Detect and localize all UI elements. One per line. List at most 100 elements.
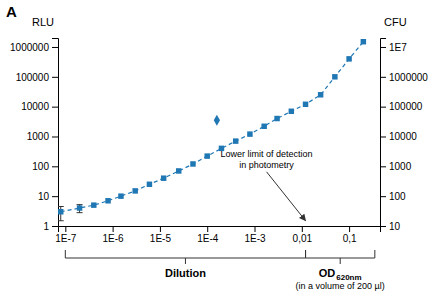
- x-axis: 1E-7 1E-6 1E-5 1E-4 1E-3 0,01 0,1: [55, 226, 380, 244]
- y-axis-tick-mark: [52, 226, 58, 227]
- y2-axis-tick-label: 100000: [389, 101, 423, 112]
- annotation-arrow: [267, 172, 306, 221]
- y-axis-tick-mark: [52, 196, 58, 197]
- point: [204, 153, 209, 158]
- y-axis-tick: 1000000: [10, 42, 58, 53]
- y2-axis-tick-mark: [380, 226, 386, 227]
- point: [161, 175, 166, 180]
- point: [91, 202, 96, 207]
- y2-axis-tick: 100000: [380, 101, 423, 112]
- x-axis-tick: 1E-4: [197, 226, 219, 244]
- series: [214, 115, 220, 126]
- point: [318, 92, 323, 97]
- x-axis-tick: 1E-6: [103, 226, 125, 244]
- y2-axis-tick-mark: [380, 47, 386, 48]
- y2-axis-tick: 10000: [380, 131, 417, 142]
- x-group-label: Dilution: [165, 267, 206, 279]
- x-axis-tick-label: 1E-3: [244, 233, 266, 244]
- y-axis-tick-mark: [52, 47, 58, 48]
- x-group: OD620nm(in a volume of 200 µl): [296, 250, 385, 291]
- y-axis-tick-label: 100000: [16, 72, 50, 83]
- y-axis-tick: 100: [32, 161, 58, 172]
- y-axis-tick-mark: [52, 107, 58, 108]
- y-axis-tick-label: 100: [32, 161, 49, 172]
- x-axis-tick: 0,1: [343, 226, 357, 244]
- point: [176, 168, 181, 173]
- x-group-bracket: [65, 250, 305, 264]
- x-axis-tick: 1E-5: [150, 226, 172, 244]
- x-axis-tick-label: 1E-7: [55, 233, 77, 244]
- y-axis-tick-label: 1: [43, 221, 49, 232]
- point: [361, 39, 366, 44]
- x-axis-tick-label: 0,01: [293, 233, 313, 244]
- y2-axis-tick-label: 1E7: [389, 42, 407, 53]
- x-axis-tick-mark: [255, 226, 256, 232]
- y2-axis: 1010010001000010000010000001E7: [380, 39, 428, 232]
- x-axis-tick-label: 1E-5: [150, 233, 172, 244]
- x-axis-tick: 0,01: [293, 226, 313, 244]
- error-bar-cap: [77, 204, 83, 205]
- x-axis-tick-label: 0,1: [343, 233, 357, 244]
- title: A: [6, 3, 17, 20]
- error-bar: [58, 207, 64, 221]
- y-axis-tick: 10: [38, 191, 58, 202]
- y-axis-title: RLU: [32, 16, 54, 28]
- point: [303, 102, 308, 107]
- plot-area: [58, 39, 366, 221]
- x-axis-tick-label: 1E-6: [103, 233, 125, 244]
- x-group-label: OD: [319, 267, 336, 279]
- x-axis-tick-label: 1E-4: [197, 233, 219, 244]
- y2-axis-tick: 1000000: [380, 72, 428, 83]
- point: [274, 116, 279, 121]
- y2-axis-tick-mark: [380, 77, 386, 78]
- point: [147, 182, 152, 187]
- y2-axis-tick-mark: [380, 136, 386, 137]
- point: [233, 138, 238, 143]
- x-axis-tick-mark: [207, 226, 208, 232]
- y-axis-tick-label: 10: [38, 191, 50, 202]
- point: [190, 161, 195, 166]
- y-axis-tick-label: 10000: [21, 101, 49, 112]
- y2-axis-tick-label: 1000000: [389, 72, 428, 83]
- y2-axis-tick-mark: [380, 196, 386, 197]
- point: [118, 193, 123, 198]
- y-axis-tick: 100000: [16, 72, 58, 83]
- point: [332, 74, 337, 79]
- y2-axis-tick: 10: [380, 221, 401, 232]
- y-axis-tick: 1: [43, 221, 58, 232]
- point: [346, 56, 351, 61]
- y-axis-tick-mark: [52, 77, 58, 78]
- y2-axis-line: [381, 39, 387, 227]
- y2-axis-tick-label: 100: [389, 191, 406, 202]
- y-axis-tick-label: 1000000: [10, 42, 49, 53]
- y-axis-tick-mark: [52, 136, 58, 137]
- y2-axis-tick: 100: [380, 191, 406, 202]
- y-axis-tick: 1000: [27, 131, 58, 142]
- y-axis-tick-mark: [52, 166, 58, 167]
- point: [289, 109, 294, 114]
- y2-axis-tick: 1E7: [380, 42, 407, 53]
- y2-axis-title: CFU: [384, 16, 407, 28]
- error-bar-cap: [77, 212, 83, 213]
- y2-axis-tick-mark: [380, 166, 386, 167]
- chart-svg: 1E-7 1E-6 1E-5 1E-4 1E-3 0,01 0,1 1 10 100 1000 100…: [0, 0, 438, 306]
- series-line: [61, 42, 364, 212]
- x-group-bracket: [306, 250, 375, 264]
- annotation-line: Lower limit of detection: [221, 149, 313, 159]
- point: [132, 188, 137, 193]
- x-axis-tick-mark: [160, 226, 161, 232]
- y2-axis-tick-label: 10: [389, 221, 401, 232]
- point: [77, 205, 82, 210]
- x-group: Dilution: [65, 250, 305, 279]
- point: [247, 131, 252, 136]
- x-axis-tick: 1E-3: [244, 226, 266, 244]
- point: [58, 209, 63, 214]
- point: [105, 198, 110, 203]
- x-axis-line: [59, 227, 381, 233]
- y2-axis-tick-mark: [380, 107, 386, 108]
- x-group-note: (in a volume of 200 µl): [296, 281, 385, 291]
- annotation-text: Lower limit of detectionin photometry: [221, 149, 313, 170]
- y-axis-tick-label: 1000: [27, 131, 50, 142]
- y2-axis-tick-label: 10000: [389, 131, 417, 142]
- error-bar-cap: [58, 206, 64, 207]
